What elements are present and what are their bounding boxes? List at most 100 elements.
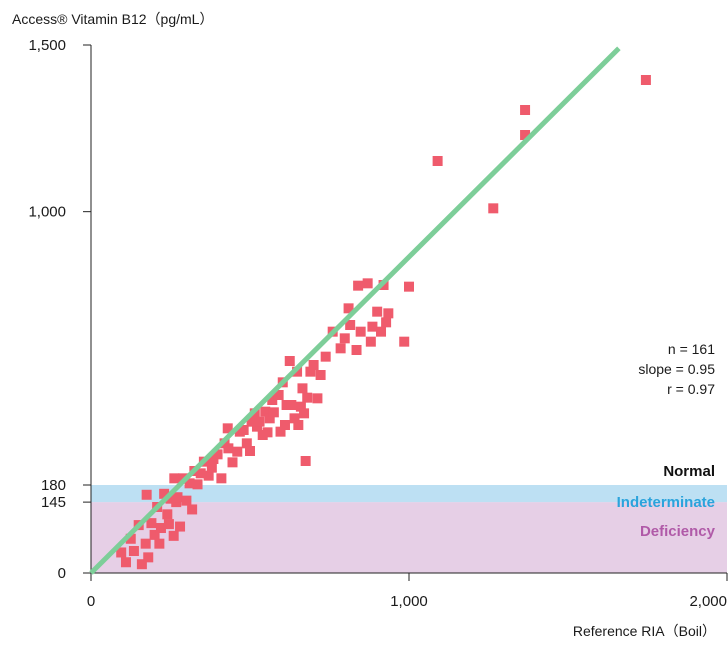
data-point xyxy=(216,473,227,484)
data-point xyxy=(267,395,278,405)
band-label-normal: Normal xyxy=(663,463,715,480)
data-point xyxy=(286,400,297,410)
data-point xyxy=(335,343,346,354)
data-point xyxy=(300,456,311,466)
y-tick-label: 180 xyxy=(41,477,66,494)
regression-line-group xyxy=(89,46,621,575)
data-point xyxy=(238,425,249,435)
data-point xyxy=(206,462,217,473)
data-point xyxy=(305,366,316,377)
band-label-indeterminate: Indeterminate xyxy=(617,494,715,511)
data-point xyxy=(343,303,354,314)
y-axis-title: Access® Vitamin B12（pg/mL） xyxy=(12,11,213,27)
data-point xyxy=(187,504,198,515)
data-point xyxy=(212,449,223,460)
data-point xyxy=(279,420,290,430)
y-tick-label: 145 xyxy=(41,494,66,511)
data-point xyxy=(353,280,364,291)
data-point xyxy=(195,468,206,479)
data-point xyxy=(260,406,271,417)
data-point xyxy=(128,546,139,556)
data-point xyxy=(376,326,387,337)
data-point xyxy=(264,413,275,424)
data-point xyxy=(345,320,356,330)
x-tick-label: 2,000 xyxy=(689,593,727,610)
data-point xyxy=(169,473,180,484)
data-point xyxy=(299,408,310,419)
data-point xyxy=(315,370,326,380)
data-point xyxy=(399,336,410,347)
data-point xyxy=(302,392,313,403)
data-point xyxy=(339,333,350,344)
data-point xyxy=(181,495,192,506)
data-point xyxy=(295,401,306,412)
data-point xyxy=(125,533,136,544)
data-point xyxy=(162,509,173,520)
data-point xyxy=(640,75,651,85)
reference-bands xyxy=(91,485,727,573)
data-point xyxy=(262,427,273,438)
data-point xyxy=(155,523,166,534)
data-point xyxy=(163,519,174,530)
stat-slope: slope = 0.95 xyxy=(638,361,715,377)
data-point xyxy=(293,420,304,430)
data-point xyxy=(246,416,257,427)
data-point xyxy=(289,413,300,424)
x-tick-label: 1,000 xyxy=(390,593,428,610)
data-point xyxy=(520,130,531,140)
data-point xyxy=(136,559,147,570)
y-tick-label: 1,500 xyxy=(28,37,66,54)
data-point xyxy=(362,278,373,289)
data-point xyxy=(223,443,234,454)
x-tick-label: 0 xyxy=(87,593,95,610)
data-point xyxy=(520,105,531,115)
y-tick-label: 0 xyxy=(58,565,66,582)
data-point xyxy=(355,326,366,337)
data-point xyxy=(245,446,255,456)
data-point xyxy=(159,488,170,499)
data-point xyxy=(154,538,165,549)
data-points xyxy=(116,75,651,570)
x-axis-title: Reference RIA（Boil） xyxy=(573,623,716,639)
data-point xyxy=(432,156,443,166)
data-point xyxy=(273,390,284,400)
data-point xyxy=(227,457,238,468)
data-point xyxy=(232,446,243,457)
data-point xyxy=(312,393,323,404)
data-point xyxy=(308,360,319,370)
data-point xyxy=(120,557,131,568)
data-point xyxy=(365,336,376,347)
regression-line xyxy=(89,46,621,575)
labels: Access® Vitamin B12（pg/mL） Reference RIA… xyxy=(12,11,727,639)
data-point xyxy=(372,306,383,317)
axes xyxy=(83,44,728,581)
band-deficiency xyxy=(91,502,727,573)
data-point xyxy=(168,530,179,541)
data-point xyxy=(404,281,414,292)
data-point xyxy=(143,552,154,563)
data-point xyxy=(175,521,186,532)
y-tick-label: 1,000 xyxy=(28,204,66,221)
data-point xyxy=(383,308,394,319)
data-point xyxy=(149,529,160,540)
stat-r: r = 0.97 xyxy=(667,381,715,397)
data-point xyxy=(241,438,252,449)
data-point xyxy=(297,383,308,394)
data-point xyxy=(284,356,295,366)
data-point xyxy=(488,203,499,214)
data-point xyxy=(203,470,214,481)
data-point xyxy=(351,345,362,355)
stat-n: n = 161 xyxy=(668,341,715,357)
data-point xyxy=(222,423,233,434)
data-point xyxy=(381,317,392,328)
data-point xyxy=(116,547,127,558)
band-label-deficiency: Deficiency xyxy=(640,523,716,540)
data-point xyxy=(275,426,286,437)
data-point xyxy=(254,416,265,427)
data-point xyxy=(192,479,203,490)
data-point xyxy=(367,321,378,332)
data-point xyxy=(140,538,151,549)
data-point xyxy=(172,492,183,503)
data-point xyxy=(141,489,152,500)
